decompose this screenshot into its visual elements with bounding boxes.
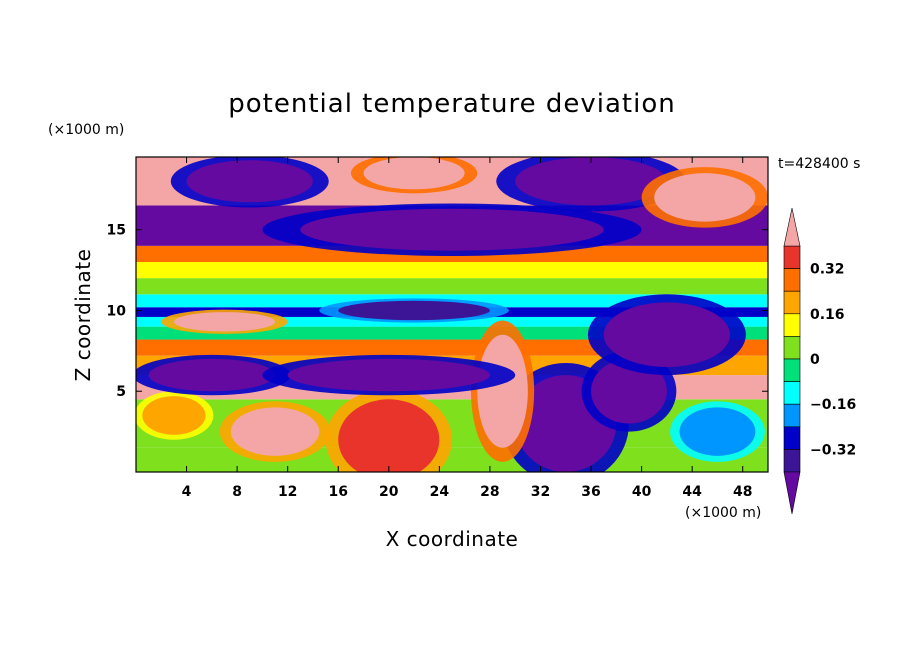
colorbar-band <box>783 336 801 360</box>
contour-region <box>300 208 604 251</box>
x-tick-label: 20 <box>379 484 399 500</box>
y-unit-label: (×1000 m) <box>48 122 124 138</box>
x-axis: 4 8 12 16 20 24 28 32 36 40 44 48 <box>182 157 752 500</box>
x-tick-label: 24 <box>430 484 450 500</box>
contour-region <box>173 312 276 332</box>
colorbar-min-arrow <box>783 471 801 515</box>
contour-layer <box>136 278 768 295</box>
x-tick-label: 32 <box>531 484 550 500</box>
x-tick-label: 40 <box>632 484 652 500</box>
contour-region <box>287 358 490 392</box>
contour-region <box>363 157 465 190</box>
contour-region <box>230 407 320 456</box>
contour-region <box>515 157 667 206</box>
x-tick-label: 36 <box>581 484 600 500</box>
colorbar-band <box>783 358 801 382</box>
colorbar-band <box>783 449 801 473</box>
x-tick-label: 28 <box>480 484 499 500</box>
colorbar-band <box>783 426 801 450</box>
contour-region <box>338 300 490 321</box>
contour-region <box>654 173 756 222</box>
y-tick-label: 15 <box>107 223 126 239</box>
contour-layer <box>136 262 768 279</box>
colorbar-max-arrow <box>783 207 801 247</box>
plot-frame <box>135 156 769 473</box>
x-unit-label: (×1000 m) <box>685 505 761 521</box>
x-tick-label: 8 <box>232 484 242 500</box>
contour-region <box>591 358 667 424</box>
chart-title: potential temperature deviation <box>228 89 675 119</box>
contour-region <box>338 399 440 472</box>
contour-region <box>477 334 528 448</box>
contour-field <box>136 157 768 472</box>
contour-region <box>603 302 731 368</box>
colorbar-band <box>783 268 801 292</box>
colorbar: 0.32 0.16 0 −0.16 −0.32 <box>783 207 856 515</box>
y-tick-label: 5 <box>116 384 126 400</box>
colorbar-band <box>783 403 801 428</box>
y-tick-label: 10 <box>107 303 127 319</box>
colorbar-tick-label: −0.32 <box>810 442 856 458</box>
x-tick-label: 4 <box>182 484 192 500</box>
contour-region <box>679 407 756 456</box>
y-axis-label: Z coordinate <box>71 249 95 382</box>
colorbar-band <box>783 290 801 315</box>
colorbar-tick-label: 0 <box>810 352 820 368</box>
colorbar-tick-label: 0.32 <box>810 262 845 278</box>
colorbar-tick-label: 0.16 <box>810 307 845 323</box>
x-tick-label: 16 <box>328 484 347 500</box>
contour-region <box>142 396 206 435</box>
x-tick-label: 44 <box>682 484 702 500</box>
colorbar-band <box>783 313 801 337</box>
x-tick-label: 12 <box>278 484 297 500</box>
contour-region <box>148 358 276 392</box>
colorbar-band <box>783 381 801 405</box>
y-axis: 5 10 15 <box>107 223 768 400</box>
colorbar-band <box>783 245 801 269</box>
contour-layer <box>136 447 768 472</box>
contour-layer <box>136 316 768 327</box>
contour-region <box>186 160 313 203</box>
x-axis-label: X coordinate <box>386 527 519 551</box>
x-tick-label: 48 <box>733 484 752 500</box>
colorbar-tick-label: −0.16 <box>810 397 856 413</box>
time-label: t=428400 s <box>778 156 860 172</box>
